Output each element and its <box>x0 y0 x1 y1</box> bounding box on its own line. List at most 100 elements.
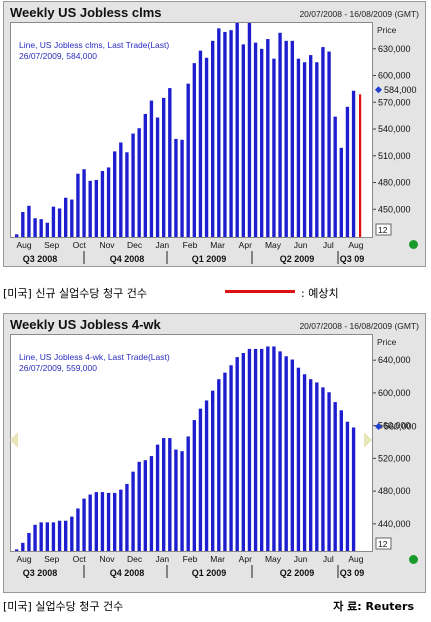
chart2-title: Weekly US Jobless 4-wk <box>10 317 161 332</box>
bar-56 <box>351 427 356 551</box>
bar-50 <box>315 62 319 237</box>
bar-5 <box>39 219 43 237</box>
chart2-y-axis-svg: Price 440,000 480,000 520,000 560,000 600,000… <box>373 337 417 550</box>
bar-30 <box>192 420 196 551</box>
x-month-label-4: Nov <box>99 240 115 250</box>
y-tick-label-1: 440,000 <box>378 519 411 529</box>
bar-51 <box>321 47 325 237</box>
bar-19 <box>125 483 129 551</box>
bar-29 <box>186 436 190 551</box>
x-quarter-label-3: Q1 2009 <box>192 568 227 578</box>
bar-56 <box>351 90 356 237</box>
x-quarter-label-2: Q4 2008 <box>110 568 145 578</box>
y-tick-label-2: 480,000 <box>378 178 411 188</box>
chart2-legend-line2: 26/07/2009, 559,000 <box>19 363 97 373</box>
tick-box <box>375 537 392 550</box>
bar-16 <box>106 492 111 551</box>
last-value-label: 584,000 <box>384 85 417 95</box>
bar-25 <box>162 97 166 237</box>
forecast-legend-label: : 예상치 <box>301 287 339 300</box>
chart1-legend-line2: 26/07/2009, 584,000 <box>19 51 97 61</box>
x-month-label-11: Jun <box>294 240 308 250</box>
bar-18 <box>119 489 123 551</box>
x-month-label-2: Sep <box>44 554 59 564</box>
bar-55 <box>345 106 350 237</box>
bar-20 <box>131 133 135 237</box>
bar-7 <box>51 522 56 551</box>
x-month-label-6: Jan <box>155 240 169 250</box>
y-tick-label-4: 560,000 <box>378 421 411 431</box>
x-month-label-5: Dec <box>127 240 143 250</box>
chart2-plot-area: Line, US Jobless 4-wk, Last Trade(Last) … <box>10 334 373 552</box>
bar-26 <box>168 438 172 551</box>
bar-34 <box>217 379 221 551</box>
bar-6 <box>45 222 49 237</box>
tick-box <box>375 223 392 236</box>
bar-38 <box>241 353 245 551</box>
chart2-panel: Weekly US Jobless 4-wk 20/07/2008 - 16/0… <box>3 313 426 593</box>
scroll-left-arrow-icon[interactable] <box>10 432 18 448</box>
bar-32 <box>204 400 209 551</box>
bar-26 <box>168 88 172 237</box>
bar-33 <box>211 390 215 551</box>
chart2-x-axis-svg: Aug Sep Oct Nov Dec Jan Feb Mar Apr May Jun Jul Aug Q… <box>16 554 365 578</box>
bar-54 <box>339 147 343 237</box>
x-month-label-10: May <box>265 554 282 564</box>
bar-22 <box>143 113 147 237</box>
x-quarter-label-3: Q1 2009 <box>192 254 227 264</box>
bar-2 <box>21 542 25 551</box>
bar-54 <box>339 410 343 551</box>
chart1-legend-line1: Line, US Jobless clms, Last Trade(Last) <box>19 40 170 50</box>
x-month-label-10: May <box>265 240 282 250</box>
bar-53 <box>333 402 337 551</box>
bar-11 <box>76 508 80 551</box>
chart2-status-dot <box>409 555 418 564</box>
bar-12 <box>82 169 86 237</box>
chart1-y-axis-svg: Price 450,000 480,000 510,000 540,000 570,000… <box>373 25 417 236</box>
x-quarter-label-1: Q3 2008 <box>23 568 58 578</box>
bar-5 <box>39 522 43 551</box>
source-label: 자 료: Reuters <box>333 600 414 613</box>
bar-50 <box>315 382 319 551</box>
bar-40 <box>253 348 258 551</box>
bar-21 <box>137 461 141 551</box>
bar-37 <box>235 357 239 551</box>
bar-39 <box>247 23 252 237</box>
y-tick-label-2: 480,000 <box>378 486 411 496</box>
x-month-label-12: Jul <box>323 554 334 564</box>
x-quarter-label-5: Q3 09 <box>340 568 365 578</box>
chart2-bars-svg <box>15 346 356 551</box>
tick-box-label: 12 <box>378 539 388 549</box>
bar-42 <box>266 39 270 237</box>
y-axis-price-label: Price <box>377 337 397 347</box>
x-month-label-13: Aug <box>348 240 363 250</box>
bar-46 <box>290 359 294 551</box>
x-month-label-1: Aug <box>16 240 31 250</box>
bar-34 <box>217 28 221 237</box>
bar-31 <box>198 50 203 237</box>
bar-13 <box>88 180 92 237</box>
bar-36 <box>229 365 233 551</box>
bar-3 <box>27 205 31 237</box>
bar-16 <box>106 167 111 237</box>
bar-19 <box>125 152 129 237</box>
x-month-label-12: Jul <box>323 240 334 250</box>
bar-52 <box>327 392 331 551</box>
bar-14 <box>94 179 98 237</box>
chart2-x-axis: Aug Sep Oct Nov Dec Jan Feb Mar Apr May Jun Jul Aug Q… <box>10 552 373 588</box>
chart2-y-axis: Price 440,000 480,000 520,000 560,000 600,000… <box>373 334 423 566</box>
chart1-date-range: 20/07/2008 - 16/08/2009 (GMT) <box>299 9 419 19</box>
bar-47 <box>296 58 301 237</box>
chart1-x-axis: Aug Sep Oct Nov Dec Jan Feb Mar Apr May Jun Jul Aug Q… <box>10 238 373 266</box>
bar-10 <box>70 516 74 551</box>
bar-15 <box>100 492 105 551</box>
bar-35 <box>223 372 227 551</box>
bar-47 <box>296 367 301 551</box>
scroll-right-arrow-icon[interactable] <box>364 432 372 448</box>
forecast-bar <box>359 94 362 237</box>
bar-48 <box>302 374 307 551</box>
bar-43 <box>272 58 276 237</box>
bar-36 <box>229 30 233 237</box>
bar-29 <box>186 83 190 237</box>
bar-10 <box>70 199 74 237</box>
